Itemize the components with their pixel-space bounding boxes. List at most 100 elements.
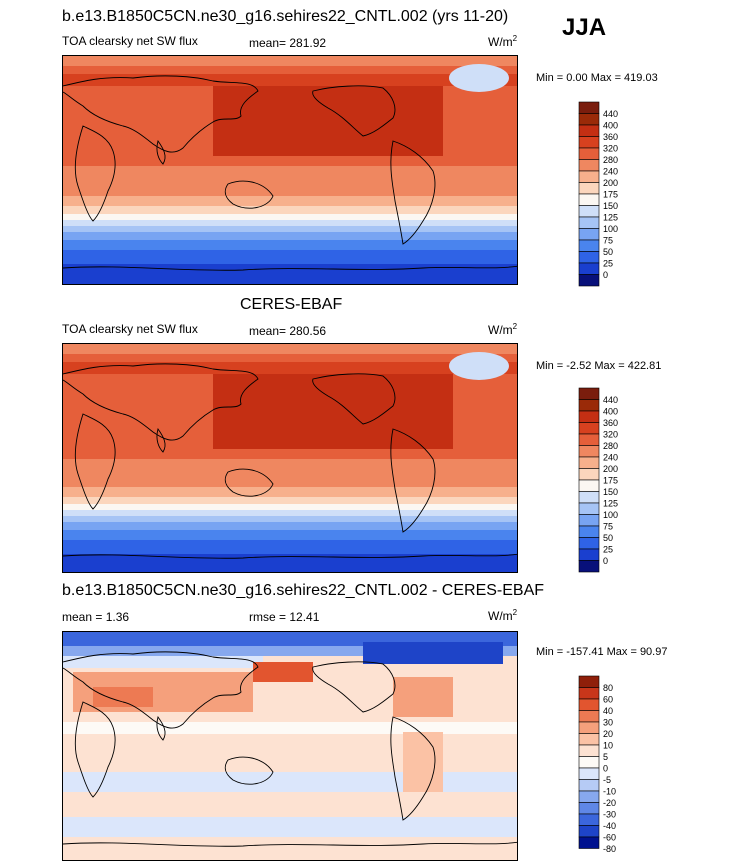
- colorbar-swatch: [578, 124, 600, 137]
- panel-obs-colorbar: 440 400 360 320 280 240 200 175 150 125 100 75 50 25 0: [578, 387, 639, 573]
- colorbar-tick-label: 200: [603, 178, 618, 188]
- colorbar-swatch: [578, 479, 600, 492]
- colorbar-swatch: [578, 502, 600, 515]
- colorbar-tick-label: 280: [603, 441, 618, 451]
- colorbar-swatch: [578, 744, 600, 757]
- colorbar-tick-label: -30: [603, 810, 616, 820]
- panel-model-colorbar: 440 400 360 320 280 240 200 175 150 125 100 75 50 25 0: [578, 101, 639, 287]
- colorbar-tick-label: 175: [603, 190, 618, 200]
- panel-obs-units: W/m2: [488, 322, 518, 337]
- colorbar-swatch: [578, 836, 600, 849]
- colorbar-tick-label: 175: [603, 476, 618, 486]
- colorbar-tick-label: 440: [603, 109, 618, 119]
- colorbar-tick-label: 0: [603, 270, 608, 280]
- colorbar-swatch: [578, 456, 600, 469]
- panel-model-units: W/m2: [488, 34, 518, 49]
- colorbar-swatch: [578, 113, 600, 126]
- colorbar-swatch: [578, 147, 600, 160]
- colorbar-tick-label: -10: [603, 787, 616, 797]
- colorbar-swatch: [578, 399, 600, 412]
- panel-diff-units: W/m2: [488, 608, 518, 623]
- colorbar-swatch: [578, 228, 600, 241]
- panel-diff-minmax: Min = -157.41 Max = 90.97: [536, 646, 668, 658]
- colorbar-swatch: [578, 733, 600, 746]
- colorbar-swatch: [578, 445, 600, 458]
- panel-diff-map: [62, 631, 518, 861]
- colorbar-tick-label: 80: [603, 683, 613, 693]
- colorbar-swatch: [578, 433, 600, 446]
- colorbar-tick-label: -80: [603, 844, 616, 854]
- colorbar-tick-label: 125: [603, 499, 618, 509]
- colorbar-tick-label: 75: [603, 236, 613, 246]
- colorbar-tick-label: 50: [603, 247, 613, 257]
- panel-obs-map: [62, 343, 518, 573]
- colorbar-tick-label: 25: [603, 259, 613, 269]
- colorbar-swatch: [578, 468, 600, 481]
- colorbar-tick-label: 100: [603, 510, 618, 520]
- panel-diff-colorbar-swatches: [578, 675, 600, 849]
- colorbar-swatch: [578, 721, 600, 734]
- colorbar-tick-label: 360: [603, 132, 618, 142]
- colorbar-swatch: [578, 205, 600, 218]
- colorbar-tick-label: 240: [603, 167, 618, 177]
- colorbar-tick-label: 40: [603, 706, 613, 716]
- colorbar-swatch: [578, 802, 600, 815]
- colorbar-tick-label: 360: [603, 418, 618, 428]
- colorbar-swatch: [578, 491, 600, 504]
- colorbar-tick-label: 320: [603, 430, 618, 440]
- panel-obs-mean: mean= 280.56: [249, 324, 327, 338]
- colorbar-swatch: [578, 548, 600, 561]
- panel-model-title: b.e13.B1850C5CN.ne30_g16.sehires22_CNTL.…: [62, 8, 509, 25]
- colorbar-swatch: [578, 560, 600, 573]
- colorbar-tick-label: -20: [603, 798, 616, 808]
- colorbar-swatch: [578, 216, 600, 229]
- colorbar-tick-label: 125: [603, 213, 618, 223]
- colorbar-swatch: [578, 825, 600, 838]
- colorbar-tick-label: 20: [603, 729, 613, 739]
- colorbar-swatch: [578, 170, 600, 183]
- colorbar-tick-label: 60: [603, 695, 613, 705]
- colorbar-tick-label: 25: [603, 545, 613, 555]
- colorbar-tick-label: 440: [603, 395, 618, 405]
- colorbar-swatch: [578, 790, 600, 803]
- panel-diff-mean: mean = 1.36: [62, 610, 130, 624]
- colorbar-tick-label: -5: [603, 775, 611, 785]
- colorbar-tick-label: 150: [603, 487, 618, 497]
- colorbar-swatch: [578, 767, 600, 780]
- colorbar-swatch: [578, 251, 600, 264]
- colorbar-tick-label: 150: [603, 201, 618, 211]
- colorbar-tick-label: -40: [603, 821, 616, 831]
- colorbar-tick-label: 320: [603, 144, 618, 154]
- panel-model-mean: mean= 281.92: [249, 36, 327, 50]
- colorbar-swatch: [578, 813, 600, 826]
- panel-model-variable: TOA clearsky net SW flux: [62, 34, 198, 48]
- colorbar-swatch: [578, 136, 600, 149]
- panel-model-colorbar-swatches: [578, 101, 600, 287]
- season-label: JJA: [562, 14, 607, 41]
- colorbar-swatch: [578, 387, 600, 400]
- colorbar-swatch: [578, 756, 600, 769]
- colorbar-tick-label: 400: [603, 121, 618, 131]
- colorbar-swatch: [578, 101, 600, 114]
- colorbar-swatch: [578, 193, 600, 206]
- panel-obs-variable: TOA clearsky net SW flux: [62, 322, 198, 336]
- colorbar-tick-label: 50: [603, 533, 613, 543]
- colorbar-tick-label: 0: [603, 556, 608, 566]
- colorbar-swatch: [578, 182, 600, 195]
- colorbar-swatch: [578, 779, 600, 792]
- panel-obs-colorbar-swatches: [578, 387, 600, 573]
- colorbar-swatch: [578, 698, 600, 711]
- colorbar-tick-label: 30: [603, 718, 613, 728]
- colorbar-tick-label: 75: [603, 522, 613, 532]
- colorbar-swatch: [578, 710, 600, 723]
- colorbar-tick-label: 5: [603, 752, 608, 762]
- colorbar-tick-label: 400: [603, 407, 618, 417]
- colorbar-swatch: [578, 525, 600, 538]
- colorbar-tick-label: 200: [603, 464, 618, 474]
- panel-diff-rmse: rmse = 12.41: [249, 610, 320, 624]
- colorbar-swatch: [578, 687, 600, 700]
